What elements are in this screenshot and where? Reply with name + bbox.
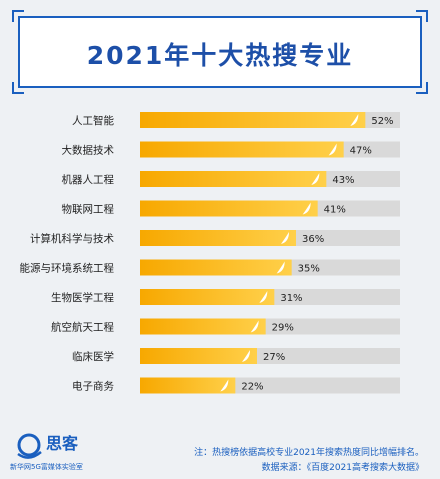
flame-icon [259,291,268,303]
value-label: 41% [324,205,346,216]
flame-icon [250,320,259,333]
flame-icon [311,173,320,185]
title-frame-corner [416,10,428,22]
title-frame-corner [416,82,428,94]
bar [140,200,318,217]
footnote: 注：热搜榜依据高校专业2021年搜索热度同比增幅排名。 [194,448,424,458]
bar [140,141,344,158]
category-label: 能源与环境系统工程 [20,262,115,275]
bar [140,171,327,187]
chart-title: 2021年十大热搜专业 [86,41,354,70]
value-label: 29% [272,323,294,334]
flame-icon [220,379,229,392]
logo-icon [17,433,42,459]
bar [140,348,257,364]
category-label: 大数据技术 [62,144,115,157]
bar [140,318,266,335]
value-label: 35% [298,264,320,275]
bar [140,112,366,128]
value-label: 22% [241,382,263,393]
flame-icon [281,232,289,244]
bar-chart: 人工智能 52% 大数据技术 47% 机器人工程 43% 物联网工程 41% 计算机科学与技术 3… [20,112,400,394]
flame-icon [242,350,250,362]
category-label: 计算机科学与技术 [30,232,114,245]
title-frame-corner [12,82,24,94]
title-frame: 2021年十大热搜专业 [12,10,428,94]
category-label: 生物医学工程 [51,291,114,304]
flame-icon [328,143,337,156]
title-frame-corner [12,10,24,22]
flame-icon [350,114,359,126]
category-label: 航空航天工程 [51,321,114,334]
logo-text: 思客 [46,434,79,453]
value-label: 31% [280,293,302,304]
value-label: 43% [332,175,354,186]
value-label: 47% [350,146,372,157]
category-label: 人工智能 [72,114,114,127]
category-label: 电子商务 [72,380,114,393]
bar [140,230,296,246]
category-label: 物联网工程 [62,203,115,216]
value-label: 36% [302,234,324,245]
bar [140,259,292,276]
bar [140,289,275,305]
category-label: 机器人工程 [62,173,115,186]
data-source: 数据来源：《百度2021高考搜索大数据》 [261,463,424,473]
logo-subtitle: 新华网5G富媒体实验室 [10,463,83,471]
category-label: 临床医学 [72,350,114,363]
value-label: 27% [263,352,285,363]
value-label: 52% [371,116,393,127]
bar [140,377,236,394]
flame-icon [302,202,311,215]
flame-icon [276,261,285,274]
